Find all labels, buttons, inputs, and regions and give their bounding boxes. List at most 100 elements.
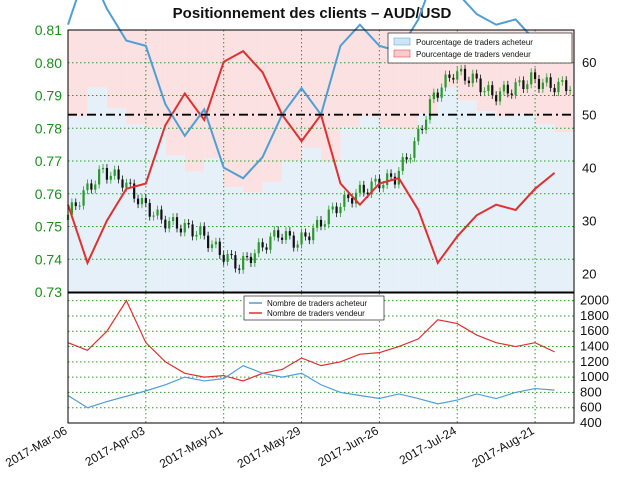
candle-body	[502, 84, 506, 92]
candle-body	[187, 222, 190, 225]
candle-body	[401, 157, 404, 171]
candle-body	[475, 73, 478, 79]
candle-body	[393, 176, 397, 185]
band-short	[106, 30, 127, 109]
candle-body	[549, 77, 552, 88]
candle-body	[569, 89, 572, 91]
lower-tick-label: 1800	[580, 308, 609, 323]
candle-body	[354, 192, 358, 204]
candle-body	[565, 80, 568, 91]
candle-body	[183, 222, 186, 233]
upper-legend: Pourcentage de traders acheteur Pourcent…	[387, 32, 573, 64]
band-long	[359, 116, 380, 293]
candle-body	[234, 255, 237, 269]
candle-body	[230, 253, 233, 256]
lower-legend: Nombre de traders acheteur Nombre de tra…	[243, 295, 385, 321]
candle-body	[351, 198, 354, 204]
candle-body	[526, 84, 529, 90]
left-tick-label: 0.75	[35, 219, 62, 235]
candle-body	[382, 184, 385, 189]
candle-body	[277, 230, 280, 238]
lower-frame	[67, 292, 575, 424]
band-short	[87, 30, 107, 88]
candle-body	[456, 71, 459, 80]
candle-body	[133, 183, 136, 199]
candle-body	[541, 82, 544, 89]
candle-body	[448, 74, 451, 78]
long-count-line	[67, 364, 555, 409]
candle-body	[160, 209, 163, 220]
band-short	[340, 30, 360, 127]
candle-body	[362, 184, 365, 193]
right-tick-label: 50	[582, 108, 596, 123]
candle-body	[265, 247, 268, 250]
legend-swatch-short-pct	[393, 49, 411, 58]
left-tick-label: 0.76	[35, 186, 62, 202]
candle-body	[495, 95, 498, 102]
candle-body	[331, 206, 334, 210]
upper-panel: 0.73 0.74 0.75 0.76 0.77 0.78 0.79 0.80 0.81 20 3…	[35, 0, 596, 300]
candle-body	[424, 119, 428, 130]
x-tick-label: 2017-May-01	[157, 423, 226, 471]
candle-body	[452, 77, 455, 80]
candle-body	[300, 232, 303, 245]
candle-body	[125, 182, 128, 188]
band-long	[165, 155, 185, 292]
candle-body	[191, 224, 194, 237]
candle-body	[94, 184, 97, 190]
upper-legend-box	[387, 32, 573, 64]
lower-tick-label: 2000	[580, 293, 609, 308]
candle-body	[537, 78, 541, 89]
candle-body	[152, 215, 155, 217]
candle-body	[467, 80, 471, 84]
left-tick-label: 0.80	[35, 55, 62, 71]
candle-body	[144, 198, 147, 204]
x-tick-label: 2017-Jun-26	[316, 423, 382, 469]
candle-body	[343, 194, 346, 207]
candle-body	[413, 141, 416, 158]
candle-body	[386, 173, 389, 185]
candle-body	[175, 217, 179, 229]
band-long	[379, 126, 399, 292]
left-tick-label: 0.78	[35, 120, 62, 136]
candle-body	[316, 219, 319, 228]
band-long	[496, 116, 516, 293]
candle-body	[171, 217, 175, 222]
candle-body	[199, 226, 202, 235]
candle-body	[471, 73, 474, 84]
candle-body	[483, 91, 486, 93]
candle-body	[101, 167, 105, 170]
candle-body	[156, 209, 159, 216]
candle-body	[168, 221, 171, 229]
candle-body	[428, 99, 432, 120]
candle-body	[164, 219, 167, 229]
candle-body	[203, 226, 206, 236]
candle-body	[273, 230, 276, 237]
candle-body	[304, 232, 307, 237]
candle-body	[74, 202, 77, 207]
candle-body	[366, 192, 369, 195]
band-short	[223, 30, 244, 188]
x-tick-label: 2017-Apr-03	[83, 423, 148, 469]
candle-body	[460, 68, 463, 72]
candle-body	[129, 182, 132, 184]
candle-body	[179, 228, 182, 233]
band-long	[204, 158, 224, 292]
candle-body	[522, 80, 525, 90]
candle-body	[432, 92, 435, 100]
short-pct-line	[67, 49, 556, 266]
lower-tick-label: 1000	[580, 369, 609, 384]
candle-body	[78, 205, 81, 207]
candle-body	[238, 268, 241, 270]
band-long	[515, 113, 536, 292]
left-tick-label: 0.73	[35, 284, 62, 300]
right-axis-ticks: 20 30 40 50 60	[582, 55, 596, 282]
candle-body	[269, 236, 272, 250]
band-long	[223, 187, 244, 292]
band-long	[457, 100, 477, 293]
band-long	[301, 147, 321, 292]
candle-body	[109, 175, 112, 180]
band-short	[184, 30, 205, 172]
